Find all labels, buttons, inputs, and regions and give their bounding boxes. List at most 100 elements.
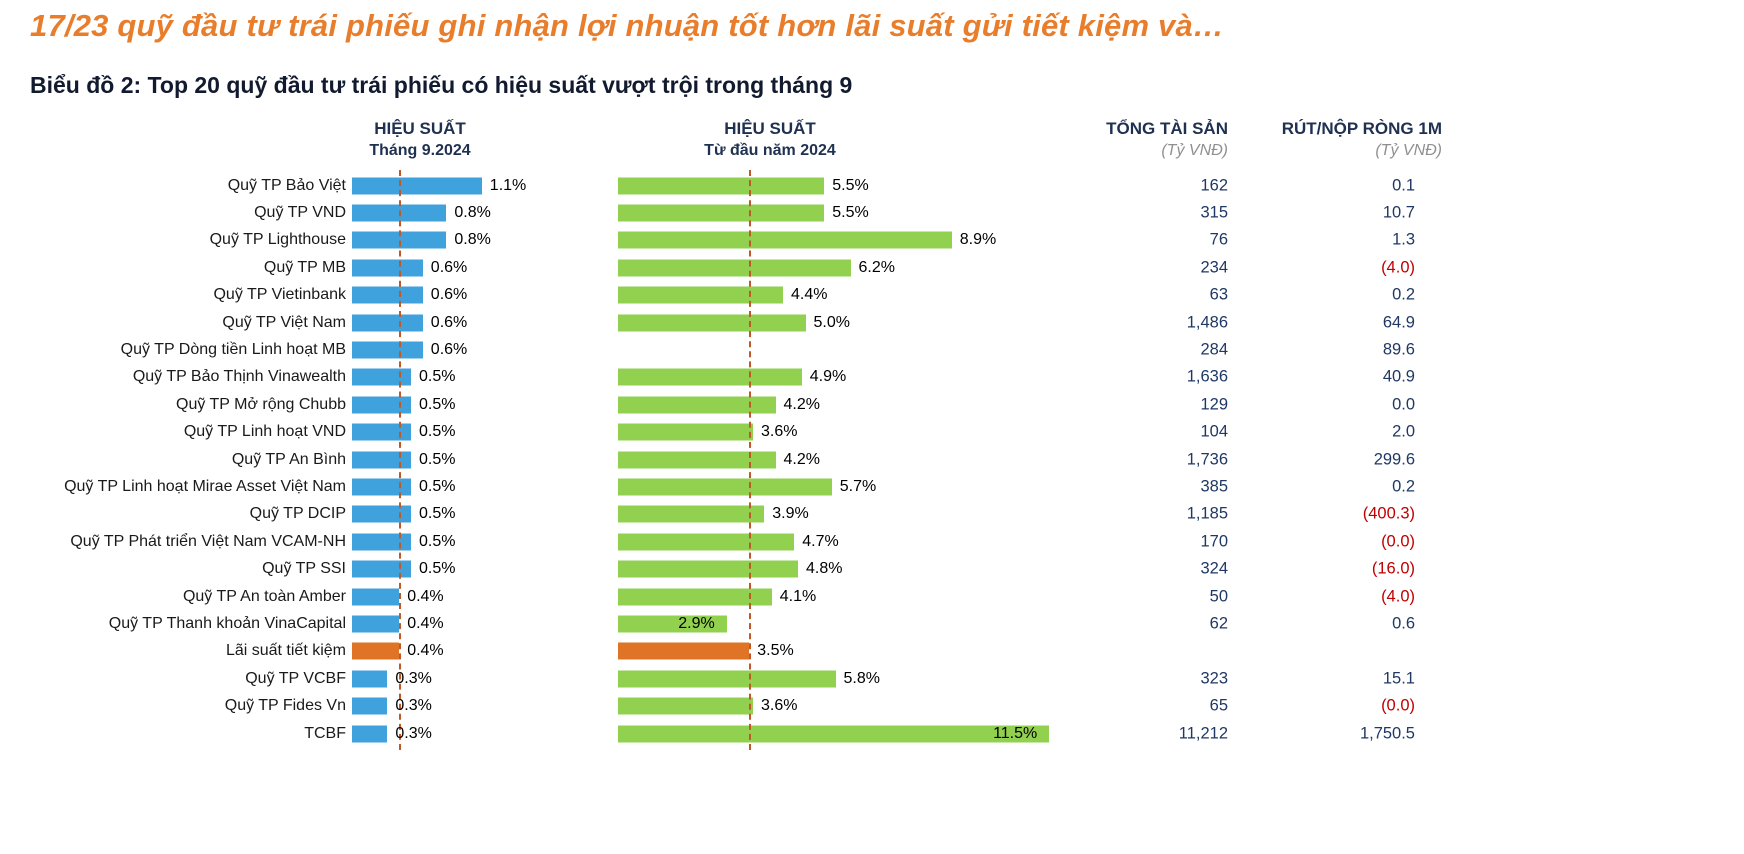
month-performance-value: 0.5% xyxy=(419,532,456,550)
fund-row: Quỹ TP Dòng tiền Linh hoạt MB 0.6% 284 89.6 xyxy=(0,336,1744,363)
month-performance-bar xyxy=(352,177,482,195)
fund-name-label: Quỹ TP Fides Vn xyxy=(224,697,346,715)
net-flow-value: 40.9 xyxy=(1382,367,1415,386)
fund-name-label: Quỹ TP VND xyxy=(254,204,346,222)
ytd-performance-value: 3.5% xyxy=(757,642,794,660)
fund-name-label: Lãi suất tiết kiệm xyxy=(225,642,346,660)
ytd-performance-bar xyxy=(618,560,798,578)
fund-row: Quỹ TP Linh hoạt VND 0.5% 3.6% 104 2.0 xyxy=(0,419,1744,446)
month-performance-value: 0.4% xyxy=(407,587,444,605)
ytd-performance-value: 4.7% xyxy=(802,532,839,550)
net-flow-value: (400.3) xyxy=(1362,504,1415,523)
total-assets-value: 63 xyxy=(1209,285,1228,304)
month-performance-bar xyxy=(352,505,411,523)
ytd-performance-bar xyxy=(618,259,851,277)
ytd-performance-bar xyxy=(618,588,772,606)
fund-row: Quỹ TP Linh hoạt Mirae Asset Việt Nam 0.5… xyxy=(0,473,1744,500)
ytd-performance-bar xyxy=(618,314,806,332)
fund-row: Quỹ TP Vietinbank 0.6% 4.4% 63 0.2 xyxy=(0,282,1744,309)
fund-name-label: Quỹ TP Mở rộng Chubb xyxy=(176,395,346,413)
month-performance-bar xyxy=(352,314,423,332)
page-title: 17/23 quỹ đầu tư trái phiếu ghi nhận lợi… xyxy=(30,8,1225,43)
ytd-performance-value: 11.5% xyxy=(993,724,1038,742)
fund-row: Quỹ TP MB 0.6% 6.2% 234 (4.0) xyxy=(0,254,1744,281)
fund-name-label: Quỹ TP Linh hoạt Mirae Asset Việt Nam xyxy=(64,478,346,496)
fund-name-label: Quỹ TP Linh hoạt VND xyxy=(183,423,346,441)
fund-name-label: Quỹ TP Việt Nam xyxy=(222,313,346,331)
ytd-performance-header: HIỆU SUẤT Từ đầu năm 2024 xyxy=(630,118,910,162)
fund-row: TCBF 0.3% 11.5% 11,212 1,750.5 xyxy=(0,720,1744,747)
ytd-performance-value: 8.9% xyxy=(959,231,997,249)
fund-name-label: Quỹ TP Vietinbank xyxy=(213,286,346,304)
total-assets-value: 170 xyxy=(1200,532,1228,551)
fund-row: Quỹ TP Mở rộng Chubb 0.5% 4.2% 129 0.0 xyxy=(0,391,1744,418)
net-flow-value: (0.0) xyxy=(1381,696,1415,715)
month-performance-value: 0.3% xyxy=(395,724,432,742)
ytd-performance-value: 4.1% xyxy=(779,587,817,605)
month-performance-value: 0.3% xyxy=(395,697,432,715)
month-header-line1: HIỆU SUẤT xyxy=(374,119,466,138)
total-assets-value: 284 xyxy=(1200,340,1228,359)
ytd-performance-value: 3.6% xyxy=(761,423,798,441)
total-assets-value: 11,212 xyxy=(1178,724,1228,743)
ytd-performance-bar xyxy=(618,423,753,441)
total-assets-value: 104 xyxy=(1200,422,1228,441)
ytd-performance-value: 3.6% xyxy=(761,697,798,715)
fund-row: Quỹ TP VND 0.8% 5.5% 315 10.7 xyxy=(0,199,1744,226)
total-assets-value: 62 xyxy=(1209,614,1228,633)
month-performance-bar xyxy=(352,697,388,715)
net-flow-value: 10.7 xyxy=(1382,203,1415,222)
net-flow-value: 15.1 xyxy=(1382,669,1415,688)
total-assets-value: 76 xyxy=(1209,230,1228,249)
net-flow-header: RÚT/NỘP RÒNG 1M (Tỷ VNĐ) xyxy=(1230,118,1442,162)
month-performance-value: 0.5% xyxy=(419,450,456,468)
ytd-performance-bar xyxy=(618,478,832,496)
fund-name-label: Quỹ TP Dòng tiền Linh hoạt MB xyxy=(120,341,346,359)
ytd-performance-value: 5.7% xyxy=(839,478,877,496)
total-assets-value: 129 xyxy=(1200,395,1228,414)
fund-row: Quỹ TP DCIP 0.5% 3.9% 1,185 (400.3) xyxy=(0,501,1744,528)
ytd-performance-value: 2.9% xyxy=(678,615,715,633)
ytd-performance-bar xyxy=(618,286,783,304)
fund-row: Quỹ TP Phát triển Việt Nam VCAM-NH 0.5% 4.… xyxy=(0,528,1744,555)
ytd-performance-bar xyxy=(618,725,1050,743)
month-performance-bar xyxy=(352,259,423,277)
month-performance-bar xyxy=(352,560,411,578)
net-flow-value: 299.6 xyxy=(1373,450,1415,469)
month-performance-bar xyxy=(352,642,400,660)
ytd-performance-value: 4.8% xyxy=(806,560,843,578)
ytd-performance-bar xyxy=(618,533,795,551)
flow-header-unit: (Tỷ VNĐ) xyxy=(1375,142,1442,160)
total-assets-value: 323 xyxy=(1200,669,1228,688)
fund-row: Quỹ TP Bảo Việt 1.1% 5.5% 162 0.1 xyxy=(0,172,1744,199)
month-performance-value: 0.5% xyxy=(419,478,456,496)
net-flow-value: 0.2 xyxy=(1392,477,1415,496)
fund-name-label: Quỹ TP SSI xyxy=(262,560,346,578)
ytd-performance-bar xyxy=(618,177,825,195)
ytd-performance-value: 4.2% xyxy=(783,450,820,468)
net-flow-value: (4.0) xyxy=(1381,258,1415,277)
fund-row: Lãi suất tiết kiệm 0.4% 3.5% xyxy=(0,638,1744,665)
ytd-performance-bar xyxy=(618,505,765,523)
month-performance-bar xyxy=(352,396,411,414)
fund-name-label: Quỹ TP An toàn Amber xyxy=(182,587,346,605)
ytd-performance-bar xyxy=(618,670,836,688)
month-performance-header: HIỆU SUẤT Tháng 9.2024 xyxy=(310,118,530,162)
month-performance-bar xyxy=(352,368,411,386)
total-assets-value: 1,486 xyxy=(1186,313,1228,332)
month-performance-value: 0.6% xyxy=(430,258,468,276)
fund-row: Quỹ TP Việt Nam 0.6% 5.0% 1,486 64.9 xyxy=(0,309,1744,336)
chart-title: Biểu đồ 2: Top 20 quỹ đầu tư trái phiếu … xyxy=(30,72,853,98)
month-performance-value: 0.6% xyxy=(430,313,468,331)
month-performance-value: 0.5% xyxy=(419,395,456,413)
net-flow-value: 1.3 xyxy=(1392,230,1415,249)
net-flow-value: 0.1 xyxy=(1392,176,1415,195)
net-flow-value: 0.2 xyxy=(1392,285,1415,304)
fund-name-label: Quỹ TP MB xyxy=(263,258,346,276)
fund-row: Quỹ TP Bảo Thịnh Vinawealth 0.5% 4.9% 1,636… xyxy=(0,364,1744,391)
net-flow-value: 89.6 xyxy=(1382,340,1415,359)
fund-row: Quỹ TP An toàn Amber 0.4% 4.1% 50 (4.0) xyxy=(0,583,1744,610)
ytd-performance-bar xyxy=(618,368,802,386)
